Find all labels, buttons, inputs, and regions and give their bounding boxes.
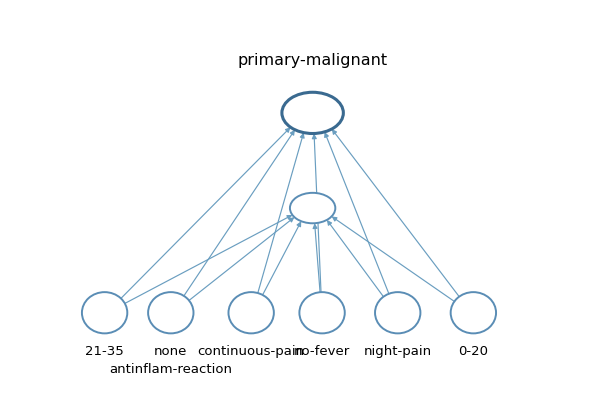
Text: 21-35: 21-35 <box>85 345 124 358</box>
Ellipse shape <box>290 193 336 223</box>
Ellipse shape <box>82 292 127 333</box>
Text: no-fever: no-fever <box>294 345 350 358</box>
Text: continuous-pain: continuous-pain <box>198 345 305 358</box>
Ellipse shape <box>229 292 274 333</box>
Text: primary-malignant: primary-malignant <box>237 54 388 68</box>
Ellipse shape <box>148 292 193 333</box>
Ellipse shape <box>451 292 496 333</box>
Text: antinflam-reaction: antinflam-reaction <box>109 363 232 376</box>
Ellipse shape <box>300 292 345 333</box>
Ellipse shape <box>375 292 420 333</box>
Text: none: none <box>154 345 187 358</box>
Ellipse shape <box>282 92 343 133</box>
Text: night-pain: night-pain <box>364 345 432 358</box>
Text: 0-20: 0-20 <box>458 345 489 358</box>
